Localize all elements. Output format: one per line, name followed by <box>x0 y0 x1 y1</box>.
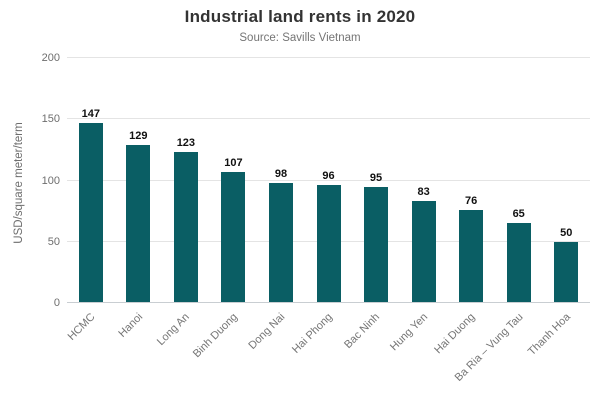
bar-value-label: 95 <box>369 171 383 184</box>
y-tick-label: 200 <box>41 52 60 64</box>
x-tick-label: Bac Ninh <box>342 311 383 352</box>
bar-value-label: 65 <box>512 208 525 221</box>
bar <box>554 241 579 303</box>
bar-value-label: 129 <box>129 129 148 142</box>
bar <box>506 223 531 303</box>
bar-value-label: 50 <box>560 226 573 239</box>
bar-group: 98 <box>257 58 305 303</box>
bar <box>316 185 341 303</box>
x-tick-label: Binh Duong <box>190 311 240 361</box>
bar <box>126 144 151 303</box>
bar-group: 107 <box>210 58 258 303</box>
bar-value-label: 123 <box>176 137 196 150</box>
bar <box>173 152 198 303</box>
bar-value-label: 83 <box>417 186 430 199</box>
bar-group: 123 <box>162 58 210 303</box>
bar-value-label: 96 <box>322 170 335 183</box>
bar <box>268 182 293 303</box>
bar-value-label: 107 <box>224 156 243 169</box>
bar <box>221 171 246 303</box>
bar-group: 65 <box>495 58 543 303</box>
bar-group: 96 <box>305 58 353 303</box>
x-tick-label: Long An <box>155 311 193 349</box>
x-tick-label: Dong Nai <box>246 311 288 352</box>
y-tick-label: 150 <box>41 113 60 126</box>
bar-group: 129 <box>115 58 163 303</box>
y-tick-label: 50 <box>47 235 60 248</box>
bars-container: 147 129 123 107 98 96 95 83 76 65 50 <box>67 58 590 303</box>
x-tick-label: Hai Duong <box>432 311 478 357</box>
x-tick-label: Hai Phong <box>290 311 335 356</box>
y-tick-label: 0 <box>53 297 60 309</box>
bar-group: 50 <box>542 58 590 303</box>
gridline <box>67 179 590 181</box>
bar <box>459 209 484 303</box>
bar-group: 147 <box>67 58 115 303</box>
bar-group: 83 <box>400 58 448 303</box>
axis-baseline <box>67 302 590 303</box>
bar-group: 95 <box>352 58 400 303</box>
plot-area: 147 129 123 107 98 96 95 83 76 65 50 <box>67 57 590 303</box>
bar-value-label: 147 <box>81 107 100 120</box>
x-tick-label: Thanh Hoa <box>525 311 573 358</box>
x-tick-label: HCMC <box>65 311 98 343</box>
bar-group: 76 <box>447 58 495 303</box>
y-tick-label: 100 <box>41 174 60 187</box>
bar <box>364 186 389 303</box>
x-axis-labels: HCMC Hanoi Long An Binh Duong Dong Nai Hai Ph… <box>65 309 590 399</box>
gridline <box>67 57 590 58</box>
bar <box>78 122 103 303</box>
x-tick-label: Hung Yen <box>387 311 431 354</box>
bar-value-label: 98 <box>274 167 288 180</box>
x-tick-label: Hanoi <box>115 311 145 340</box>
bar <box>411 201 436 303</box>
chart-subtitle: Source: Savills Vietnam <box>239 32 361 44</box>
chart-title: Industrial land rents in 2020 <box>184 7 416 26</box>
gridline <box>67 118 590 120</box>
bar-value-label: 76 <box>465 194 478 207</box>
